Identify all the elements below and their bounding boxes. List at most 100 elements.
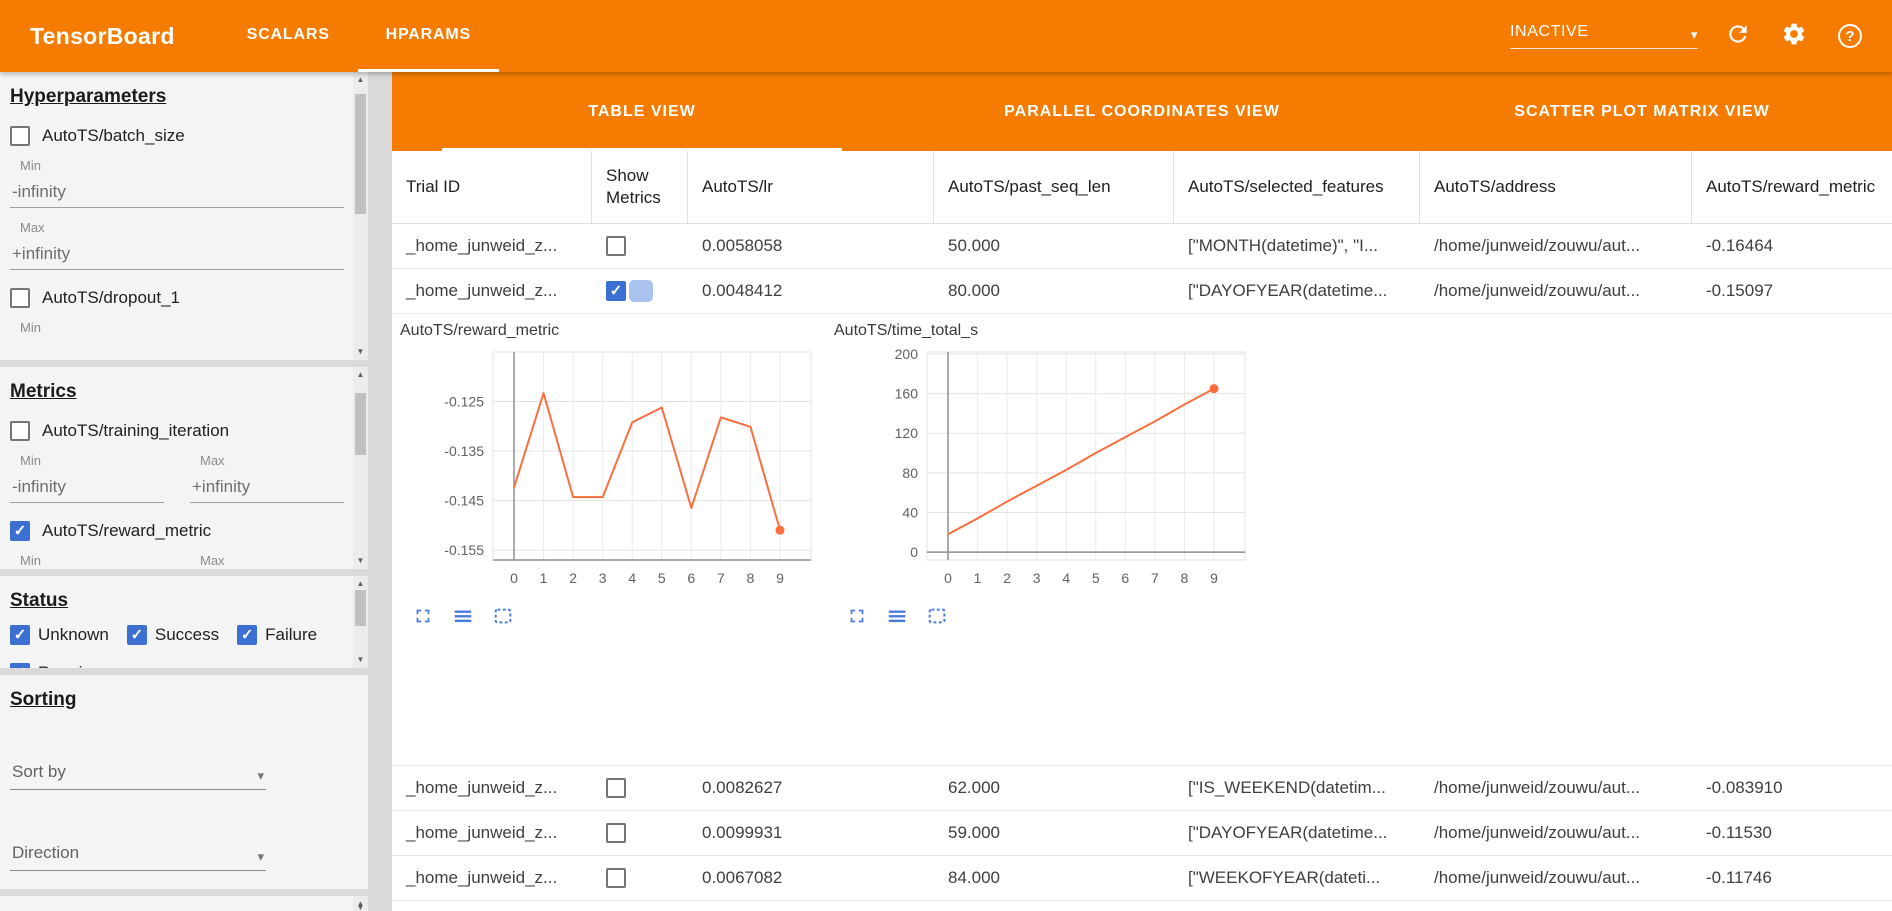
show-metrics-checkbox[interactable] — [606, 778, 626, 798]
svg-text:2: 2 — [1003, 570, 1011, 586]
lr-cell: 0.0082627 — [702, 778, 783, 797]
hparam-dropout-1[interactable]: AutoTS/dropout_1 — [10, 288, 344, 308]
column-header-address[interactable]: AutoTS/address — [1420, 151, 1692, 223]
tab-table-view[interactable]: TABLE VIEW — [392, 72, 892, 151]
column-header-lr[interactable]: AutoTS/lr — [688, 151, 934, 223]
column-header-show-metrics[interactable]: Show Metrics — [592, 151, 688, 223]
tab-scalars[interactable]: SCALARS — [246, 25, 330, 43]
show-metrics-checkbox[interactable] — [606, 868, 626, 888]
checkbox-ripple — [629, 280, 653, 302]
lr-cell: 0.0099931 — [702, 823, 783, 842]
status-running[interactable]: Running — [10, 663, 101, 668]
status-success[interactable]: Success — [126, 625, 220, 645]
table-row[interactable]: _home_junweid_z... 0.0082627 62.000 ["IS… — [392, 766, 1892, 811]
svg-text:0: 0 — [510, 570, 518, 586]
table-row[interactable]: _home_junweid_z... 0.0058058 50.000 ["MO… — [392, 224, 1892, 269]
scroll-down-icon[interactable]: ▼ — [356, 655, 365, 664]
table-row[interactable]: _home_junweid_z... 0.0048412 80.000 ["DA… — [392, 269, 1892, 314]
scrollbar[interactable]: ▲ ▼ — [353, 576, 368, 668]
chevron-down-icon: ▾ — [257, 768, 264, 783]
min-input[interactable]: -infinity — [10, 175, 344, 208]
svg-text:8: 8 — [747, 570, 755, 586]
column-header-reward-metric[interactable]: AutoTS/reward_metric — [1706, 176, 1876, 196]
trial-id-cell: _home_junweid_z... — [406, 281, 558, 300]
status-unknown[interactable]: Unknown — [10, 625, 109, 645]
tab-parallel-coordinates-view[interactable]: PARALLEL COORDINATES VIEW — [1004, 102, 1280, 120]
hyperparameters-title: Hyperparameters — [10, 86, 167, 107]
svg-text:1: 1 — [540, 570, 548, 586]
run-status-selector[interactable]: INACTIVE ▾ — [1510, 23, 1698, 49]
tab-hparams[interactable]: HPARAMS — [357, 0, 499, 72]
scrollbar-thumb[interactable] — [355, 393, 366, 455]
help-button[interactable]: ? — [1834, 20, 1866, 52]
refresh-button[interactable] — [1722, 20, 1754, 52]
fit-to-view-icon[interactable] — [492, 605, 514, 627]
scroll-up-icon[interactable]: ▲ — [356, 75, 365, 84]
svg-text:160: 160 — [895, 386, 919, 402]
expand-icon[interactable] — [412, 605, 434, 627]
scroll-down-icon[interactable]: ▼ — [356, 556, 365, 565]
show-metrics-cell — [592, 269, 688, 313]
training-iteration-checkbox[interactable] — [10, 421, 30, 441]
max-field: Max — [190, 553, 344, 568]
hparam-batch-size[interactable]: AutoTS/batch_size — [10, 126, 344, 146]
scrollbar[interactable]: ▲ ▼ — [353, 72, 368, 360]
data-table-icon[interactable] — [452, 605, 474, 627]
scroll-up-icon[interactable]: ▲ — [356, 370, 365, 379]
dropout-1-min-field: Min — [10, 320, 344, 335]
table-row[interactable]: _home_junweid_z... 0.0067082 84.000 ["WE… — [392, 856, 1892, 901]
scrollbar[interactable]: ▲ ▼ — [353, 896, 368, 911]
column-header-past-seq-len[interactable]: AutoTS/past_seq_len — [934, 151, 1174, 223]
scroll-up-icon[interactable]: ▲ — [356, 579, 365, 588]
svg-text:5: 5 — [658, 570, 666, 586]
svg-text:8: 8 — [1181, 570, 1189, 586]
unknown-label: Unknown — [38, 625, 109, 644]
selected-features-cell: ["IS_WEEKEND(datetim... — [1188, 778, 1386, 797]
address-cell: /home/junweid/zouwu/aut... — [1434, 236, 1641, 255]
run-status-value: INACTIVE — [1510, 23, 1589, 40]
show-metrics-checkbox[interactable] — [606, 236, 626, 256]
min-input[interactable]: -infinity — [10, 470, 164, 503]
failure-checkbox[interactable] — [237, 625, 258, 645]
hyperparameters-panel: Hyperparameters AutoTS/batch_size Min -i… — [0, 72, 368, 360]
settings-button[interactable] — [1778, 20, 1810, 52]
status-failure[interactable]: Failure — [237, 625, 317, 645]
reward-metric-cell: -0.083910 — [1706, 778, 1783, 797]
success-checkbox[interactable] — [126, 625, 147, 645]
reward-metric-cell: -0.11530 — [1706, 823, 1772, 842]
reward-metric-checkbox[interactable] — [10, 521, 30, 541]
svg-text:0: 0 — [910, 544, 918, 560]
scrollbar-thumb[interactable] — [355, 94, 366, 214]
success-label: Success — [154, 625, 220, 644]
past-seq-len-cell: 50.000 — [948, 236, 1000, 255]
data-table-icon[interactable] — [886, 605, 908, 627]
dropout-1-checkbox[interactable] — [10, 288, 30, 308]
running-checkbox[interactable] — [10, 663, 30, 668]
scroll-down-icon[interactable]: ▼ — [356, 347, 365, 356]
batch-size-checkbox[interactable] — [10, 126, 30, 146]
column-header-trial-id[interactable]: Trial ID — [392, 151, 592, 223]
tab-scatter-plot-matrix-view[interactable]: SCATTER PLOT MATRIX VIEW — [1514, 102, 1770, 120]
metric-reward-metric[interactable]: AutoTS/reward_metric — [10, 521, 344, 541]
table-row[interactable]: _home_junweid_z... 0.0099931 59.000 ["DA… — [392, 811, 1892, 856]
direction-select[interactable]: Direction ▾ — [10, 836, 266, 871]
scrollbar[interactable]: ▲ ▼ — [353, 367, 368, 569]
scroll-up-icon[interactable]: ▲ — [356, 899, 365, 908]
show-metrics-checkbox[interactable] — [606, 823, 626, 843]
max-input[interactable]: +infinity — [10, 237, 344, 270]
scrollbar-thumb[interactable] — [355, 590, 366, 626]
svg-text:-0.155: -0.155 — [444, 542, 484, 558]
show-metrics-checkbox[interactable] — [606, 281, 626, 301]
metric-training-iteration[interactable]: AutoTS/training_iteration — [10, 421, 344, 441]
hparams-main: TABLE VIEW PARALLEL COORDINATES VIEW SCA… — [392, 72, 1892, 911]
fit-to-view-icon[interactable] — [926, 605, 948, 627]
unknown-checkbox[interactable] — [10, 625, 30, 645]
batch-size-max-field: Max +infinity — [10, 220, 344, 270]
sort-by-select[interactable]: Sort by ▾ — [10, 755, 266, 790]
svg-text:3: 3 — [599, 570, 607, 586]
main-nav: SCALARS HPARAMS — [219, 0, 499, 72]
max-input[interactable]: +infinity — [190, 470, 344, 503]
column-header-selected-features[interactable]: AutoTS/selected_features — [1174, 151, 1420, 223]
expand-icon[interactable] — [846, 605, 868, 627]
scroll-down-icon[interactable]: ▼ — [356, 903, 365, 911]
